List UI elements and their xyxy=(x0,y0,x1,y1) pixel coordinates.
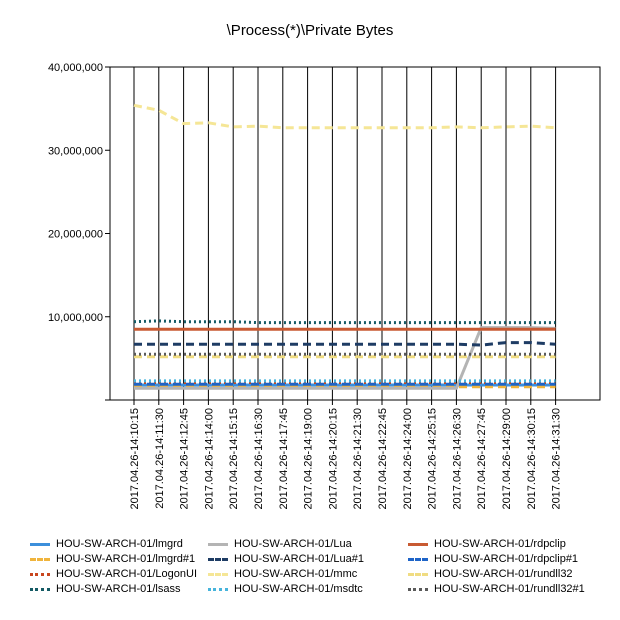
x-tick-label: 2017.04.26-14:14:00 xyxy=(203,408,215,510)
x-tick-label: 2017.04.26-14:29:00 xyxy=(501,408,513,510)
legend-swatch xyxy=(30,588,50,591)
legend-label: HOU-SW-ARCH-01/mmc xyxy=(234,568,357,580)
x-tick-label: 2017.04.26-14:16:30 xyxy=(253,408,265,510)
x-tick-label: 2017.04.26-14:30:15 xyxy=(526,408,538,510)
x-tick-label: 2017.04.26-14:12:45 xyxy=(179,408,191,510)
legend-item: HOU-SW-ARCH-01/rundll32 xyxy=(408,566,573,582)
legend-item: HOU-SW-ARCH-01/rdpclip#1 xyxy=(408,551,578,567)
legend-label: HOU-SW-ARCH-01/Lua#1 xyxy=(234,553,364,565)
x-tick-label: 2017.04.26-14:15:15 xyxy=(228,408,240,510)
chart-title: \Process(*)\Private Bytes xyxy=(227,22,394,39)
legend-item: HOU-SW-ARCH-01/rdpclip xyxy=(408,536,566,552)
legend-swatch xyxy=(208,588,228,591)
legend-swatch xyxy=(408,543,428,546)
legend-item: HOU-SW-ARCH-01/rundll32#1 xyxy=(408,581,585,597)
legend-swatch xyxy=(30,558,50,561)
legend-item: HOU-SW-ARCH-01/lmgrd xyxy=(30,536,183,552)
x-tick-label: 2017.04.26-14:20:15 xyxy=(327,408,339,510)
y-tick-label: 10,000,000 xyxy=(48,312,103,324)
axes: 10,000,000 20,000,000 30,000,000 40,000,000… xyxy=(48,62,600,510)
legend-swatch xyxy=(208,573,228,576)
series-line-6 xyxy=(134,343,556,346)
legend-swatch xyxy=(30,543,50,546)
x-tick-label: 2017.04.26-14:21:30 xyxy=(352,408,364,510)
legend-swatch xyxy=(408,573,428,576)
y-tick-label: 30,000,000 xyxy=(48,145,103,157)
x-tick-label: 2017.04.26-14:11:30 xyxy=(154,408,166,509)
line-chart: \Process(*)\Private Bytes 10,000,000 20,0… xyxy=(0,0,620,530)
legend-item: HOU-SW-ARCH-01/mmc xyxy=(208,566,357,582)
x-tick-label: 2017.04.26-14:27:45 xyxy=(476,408,488,510)
legend-item: HOU-SW-ARCH-01/Lua#1 xyxy=(208,551,364,567)
legend-item: HOU-SW-ARCH-01/Lua xyxy=(208,536,352,552)
y-tick-label: 40,000,000 xyxy=(48,62,103,74)
legend-label: HOU-SW-ARCH-01/lmgrd#1 xyxy=(56,553,195,565)
legend-item: HOU-SW-ARCH-01/lmgrd#1 xyxy=(30,551,195,567)
legend-label: HOU-SW-ARCH-01/lmgrd xyxy=(56,538,183,550)
legend-item: HOU-SW-ARCH-01/LogonUI xyxy=(30,566,197,582)
legend-swatch xyxy=(408,588,428,591)
legend-label: HOU-SW-ARCH-01/rdpclip#1 xyxy=(434,553,578,565)
x-tick-label: 2017.04.26-14:19:00 xyxy=(303,408,315,510)
legend-label: HOU-SW-ARCH-01/Lua xyxy=(234,538,352,550)
x-tick-label: 2017.04.26-14:26:30 xyxy=(451,408,463,510)
series-line-4 xyxy=(134,321,556,323)
grid xyxy=(134,67,556,400)
x-tick-label: 2017.04.26-14:10:15 xyxy=(129,408,141,510)
x-tick-label: 2017.04.26-14:24:00 xyxy=(402,408,414,510)
x-tick-label: 2017.04.26-14:31:30 xyxy=(551,408,563,510)
x-tick-label: 2017.04.26-14:17:45 xyxy=(278,408,290,510)
y-tick-label: 20,000,000 xyxy=(48,229,103,241)
legend-item: HOU-SW-ARCH-01/lsass xyxy=(30,581,180,597)
series-lines xyxy=(134,105,556,388)
x-tick-label: 2017.04.26-14:25:15 xyxy=(427,408,439,510)
legend-label: HOU-SW-ARCH-01/rdpclip xyxy=(434,538,566,550)
legend-swatch xyxy=(208,558,228,561)
series-line-7 xyxy=(134,105,556,128)
legend-label: HOU-SW-ARCH-01/rundll32 xyxy=(434,568,573,580)
legend-swatch xyxy=(208,543,228,546)
legend-label: HOU-SW-ARCH-01/LogonUI xyxy=(56,568,197,580)
legend-swatch xyxy=(30,573,50,576)
legend-label: HOU-SW-ARCH-01/msdtc xyxy=(234,583,363,595)
legend-item: HOU-SW-ARCH-01/msdtc xyxy=(208,581,363,597)
legend-swatch xyxy=(408,558,428,561)
legend-label: HOU-SW-ARCH-01/rundll32#1 xyxy=(434,583,585,595)
x-tick-label: 2017.04.26-14:22:45 xyxy=(377,408,389,510)
legend-label: HOU-SW-ARCH-01/lsass xyxy=(56,583,180,595)
